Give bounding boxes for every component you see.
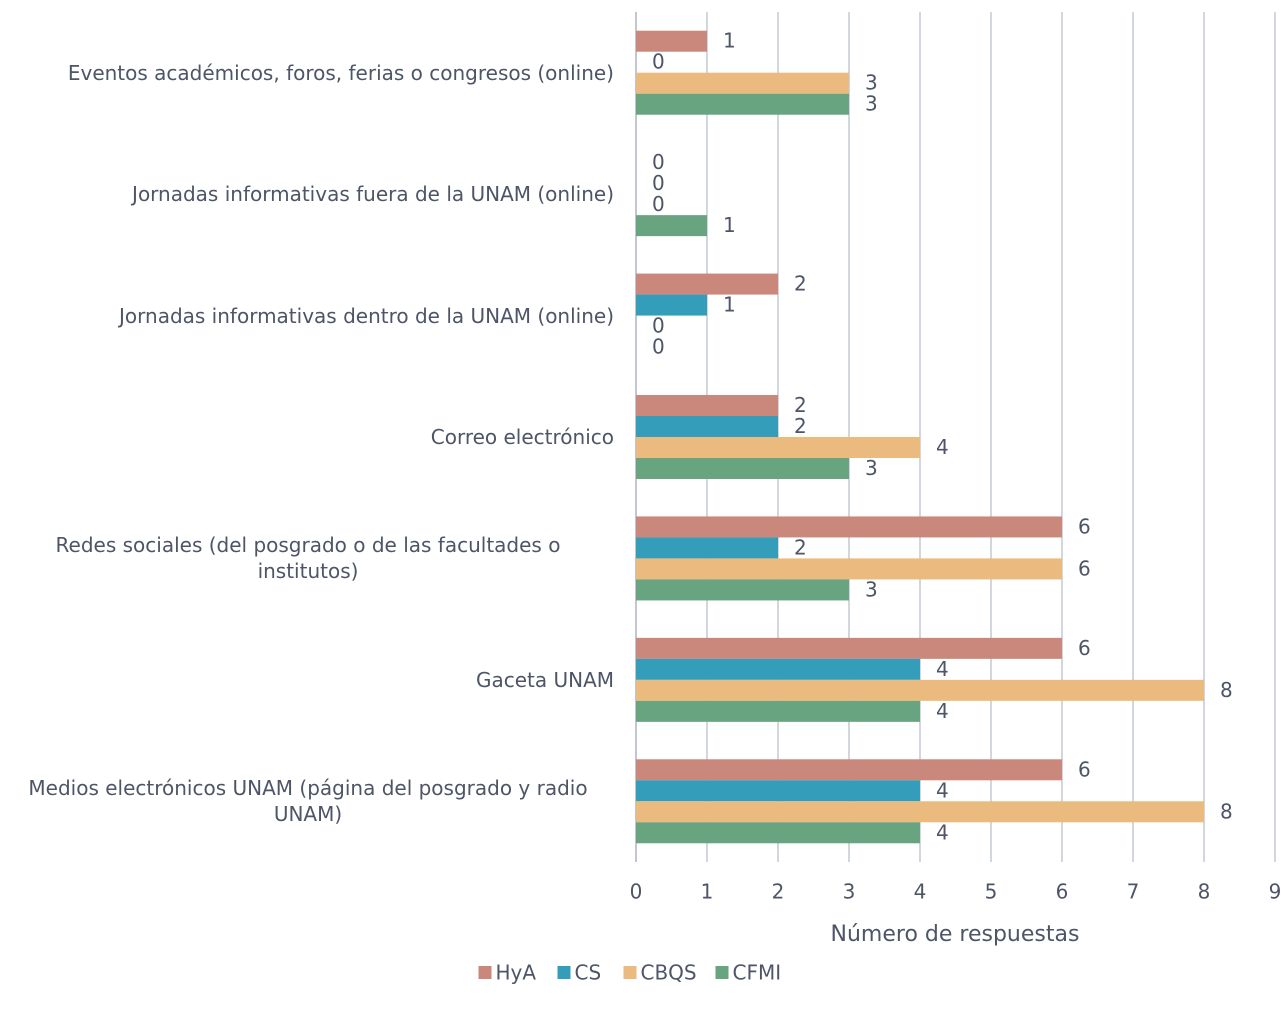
- data-label: 2: [794, 393, 807, 417]
- data-label: 3: [865, 71, 878, 95]
- legend-swatch: [715, 966, 729, 979]
- data-label: 2: [794, 535, 807, 559]
- x-tick-label: 6: [1056, 880, 1069, 904]
- legend-swatch: [623, 966, 637, 979]
- data-label: 2: [794, 414, 807, 438]
- bar: [636, 700, 920, 722]
- data-label: 3: [865, 92, 878, 116]
- data-label: 6: [1078, 757, 1091, 781]
- legend-label: HyA: [496, 961, 537, 985]
- bar: [636, 801, 1204, 823]
- bar: [636, 637, 1062, 659]
- x-tick-label: 0: [630, 880, 643, 904]
- bar: [636, 658, 920, 680]
- data-label: 8: [1220, 799, 1233, 823]
- x-tick-label: 7: [1127, 880, 1140, 904]
- data-label: 0: [652, 192, 665, 216]
- data-label: 1: [723, 29, 736, 53]
- category-text: Redes sociales (del posgrado o de las fa…: [55, 533, 561, 584]
- data-label: 4: [936, 820, 949, 844]
- legend-label: CBQS: [641, 961, 697, 985]
- data-label: 0: [652, 50, 665, 74]
- x-tick-label: 3: [843, 880, 856, 904]
- bar: [636, 30, 707, 52]
- bar: [636, 516, 1062, 538]
- data-label: 4: [936, 657, 949, 681]
- x-tick-label: 2: [772, 880, 785, 904]
- bar: [636, 416, 778, 437]
- category-text: Medios electrónicos UNAM (página del pos…: [28, 776, 588, 827]
- x-tick-label: 5: [985, 880, 998, 904]
- data-label: 0: [652, 171, 665, 195]
- category-label: Jornadas informativas fuera de la UNAM (…: [132, 181, 614, 207]
- data-label: 4: [936, 699, 949, 723]
- bar: [636, 679, 1204, 701]
- bar: [636, 780, 920, 802]
- data-label: 6: [1078, 556, 1091, 580]
- bar: [636, 72, 849, 94]
- data-label: 4: [936, 435, 949, 459]
- bar: [636, 395, 778, 416]
- bar: [636, 294, 707, 316]
- x-tick-label: 9: [1269, 880, 1282, 904]
- data-label: 6: [1078, 514, 1091, 538]
- x-tick-label: 4: [914, 880, 927, 904]
- bar: [636, 93, 849, 115]
- bar: [636, 558, 1062, 580]
- data-label: 3: [865, 456, 878, 480]
- x-axis-title: Número de respuestas: [831, 922, 1080, 947]
- category-label: Jornadas informativas dentro de la UNAM …: [119, 303, 614, 329]
- bar: [636, 759, 1062, 781]
- x-tick-label: 1: [701, 880, 714, 904]
- category-text: Eventos académicos, foros, ferias o cong…: [67, 60, 614, 85]
- category-text: Jornadas informativas fuera de la UNAM (…: [132, 182, 614, 207]
- bar: [636, 579, 849, 601]
- data-label: 6: [1078, 636, 1091, 660]
- category-label: Medios electrónicos UNAM (página del pos…: [2, 775, 614, 827]
- data-label: 0: [652, 335, 665, 359]
- data-label: 1: [723, 213, 736, 237]
- legend-label: CS: [575, 961, 602, 985]
- category-label: Redes sociales (del posgrado o de las fa…: [2, 532, 614, 584]
- bar: [636, 822, 920, 844]
- category-label: Eventos académicos, foros, ferias o cong…: [68, 60, 614, 86]
- category-label: Correo electrónico: [431, 424, 614, 450]
- bar: [636, 273, 778, 295]
- data-label: 0: [652, 150, 665, 174]
- category-text: Gaceta UNAM: [475, 667, 614, 692]
- data-label: 2: [794, 272, 807, 296]
- data-label: 3: [865, 577, 878, 601]
- bar: [636, 537, 778, 559]
- legend-swatch: [557, 966, 571, 979]
- bar: [636, 215, 707, 237]
- data-label: 0: [652, 314, 665, 338]
- data-label: 8: [1220, 678, 1233, 702]
- bar: [636, 458, 849, 479]
- legend-label: CFMI: [733, 961, 782, 985]
- x-tick-label: 8: [1198, 880, 1211, 904]
- bar: [636, 437, 920, 458]
- category-text: Correo electrónico: [430, 425, 614, 449]
- category-text: Jornadas informativas dentro de la UNAM …: [119, 303, 614, 328]
- data-label: 1: [723, 293, 736, 317]
- category-label: Gaceta UNAM: [476, 667, 614, 693]
- legend-swatch: [478, 966, 492, 979]
- data-label: 4: [936, 778, 949, 802]
